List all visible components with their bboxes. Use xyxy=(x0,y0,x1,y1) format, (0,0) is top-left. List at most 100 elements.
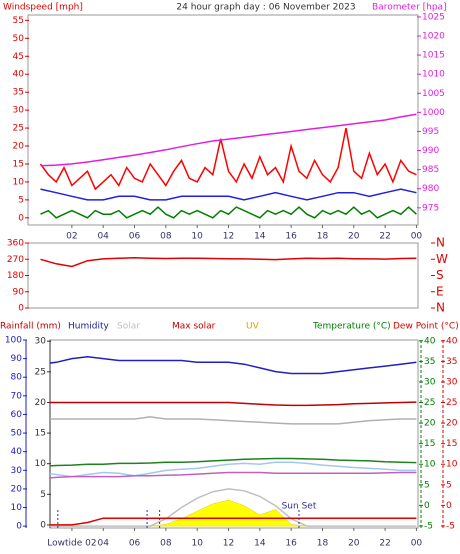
y-tick-label: 0 xyxy=(18,304,24,314)
y-tick-label: 20 xyxy=(13,142,25,152)
y-tick-label: 1015 xyxy=(422,51,445,61)
y-tick-label: 1005 xyxy=(422,89,445,99)
x-tick-label: 04 xyxy=(97,232,109,242)
y-tick-label: 1020 xyxy=(422,32,445,42)
x-tick-label: 06 xyxy=(129,539,141,549)
y-tick-label: 35 xyxy=(13,88,24,98)
y-tick-label: 20 xyxy=(446,419,458,429)
x-tick-label: 20 xyxy=(348,232,360,242)
legend-label: UV xyxy=(246,322,260,332)
y-tick-label: 25 xyxy=(35,367,46,377)
y-tick-label: 100 xyxy=(5,336,22,346)
line xyxy=(50,461,417,478)
y-tick-label: 0 xyxy=(40,520,46,530)
y-tick-label: N xyxy=(436,301,445,315)
line xyxy=(40,257,417,268)
y-tick-label: 5 xyxy=(424,480,430,490)
y-tick-label: 60 xyxy=(11,410,23,420)
line xyxy=(40,113,417,167)
y-tick-label: 975 xyxy=(422,203,439,213)
line xyxy=(50,416,417,425)
x-tick-label: 12 xyxy=(223,232,234,242)
x-tick-label: 22 xyxy=(379,539,390,549)
y-tick-label: 0 xyxy=(446,501,452,511)
x-tick-label: 18 xyxy=(317,539,329,549)
y-tick-label: 40 xyxy=(13,70,25,80)
y-tick-label: 80 xyxy=(11,373,23,383)
x-tick-label: 10 xyxy=(191,232,203,242)
plot-frame xyxy=(27,14,419,226)
legend-label: Dew Point (°C) xyxy=(393,322,459,332)
y-tick-label: 10 xyxy=(11,503,23,513)
x-tick-label: 04 xyxy=(98,539,110,549)
x-tick-label: 18 xyxy=(317,232,329,242)
y-tick-label: -5 xyxy=(446,521,455,531)
y-tick-label: 15 xyxy=(424,439,435,449)
legend-label: Humidity xyxy=(68,322,109,332)
x-tick-label: 08 xyxy=(160,539,172,549)
chart-title: 24 hour graph day : 06 November 2023 xyxy=(176,3,355,13)
y-tick-label: 30 xyxy=(11,466,23,476)
y-tick-label: 55 xyxy=(13,16,24,26)
y-tick-label: 15 xyxy=(13,159,24,169)
y-tick-label: 30 xyxy=(13,106,25,116)
legend-label: Max solar xyxy=(172,322,216,332)
y-tick-label: 25 xyxy=(13,124,24,134)
y-tick-label: 20 xyxy=(424,419,436,429)
line xyxy=(50,488,417,527)
y-tick-label: 1010 xyxy=(422,70,445,80)
y-tick-label: 995 xyxy=(422,127,439,137)
x-tick-label: 00 xyxy=(411,232,423,242)
line xyxy=(50,471,417,479)
y-tick-label: 5 xyxy=(446,480,452,490)
y-tick-label: 5 xyxy=(18,195,24,205)
y-tick-label: 30 xyxy=(424,377,436,387)
line xyxy=(50,517,417,526)
line xyxy=(39,127,417,191)
y-tick-label: 20 xyxy=(11,484,23,494)
x-tick-label: 12 xyxy=(223,539,234,549)
x-tick-label: 22 xyxy=(379,232,390,242)
y-tick-label: 40 xyxy=(424,336,436,346)
line xyxy=(50,401,417,407)
x-tick-label: 20 xyxy=(348,539,360,549)
line xyxy=(50,457,417,467)
y-tick-label: 35 xyxy=(424,357,435,367)
y-tick-label: 50 xyxy=(13,34,25,44)
y-tick-label: 20 xyxy=(35,398,47,408)
x-tick-label: 16 xyxy=(285,539,297,549)
y-tick-label: 270 xyxy=(7,255,24,265)
y-tick-label: 10 xyxy=(446,460,458,470)
x-tick-label: 00 xyxy=(411,539,423,549)
x-tick-label: 14 xyxy=(254,539,266,549)
y-tick-label: -5 xyxy=(424,521,433,531)
y-tick-label: 5 xyxy=(40,490,46,500)
y-tick-label: 15 xyxy=(35,429,46,439)
y-tick-label: 45 xyxy=(13,52,24,62)
y-tick-label: 25 xyxy=(424,398,435,408)
x-tick-label: 16 xyxy=(285,232,297,242)
y-tick-label: 0 xyxy=(424,501,430,511)
y-tick-label: 30 xyxy=(446,377,458,387)
y-axis-label: Windspeed [mph] xyxy=(3,3,83,13)
x-tick-label: 06 xyxy=(129,232,141,242)
event-label: Sun Set xyxy=(282,502,317,512)
y-tick-label: 10 xyxy=(13,177,25,187)
x-tick-label: Lowtide 02 xyxy=(47,539,96,549)
y-tick-label: 90 xyxy=(13,287,25,297)
y-tick-label: 10 xyxy=(424,460,436,470)
y-tick-label: 0 xyxy=(16,522,22,532)
y-tick-label: 1025 xyxy=(422,12,445,22)
y-tick-label: 990 xyxy=(422,146,439,156)
y-tick-label: 360 xyxy=(7,239,24,249)
y-tick-label: S xyxy=(436,268,444,282)
x-tick-label: 08 xyxy=(160,232,172,242)
y-tick-label: E xyxy=(436,284,444,298)
y-tick-label: 180 xyxy=(7,271,24,281)
y2-axis-label: Barometer [hpa] xyxy=(372,3,447,13)
y-tick-label: 30 xyxy=(35,337,47,347)
legend-label: Solar xyxy=(117,322,140,332)
y-tick-label: W xyxy=(436,252,448,266)
